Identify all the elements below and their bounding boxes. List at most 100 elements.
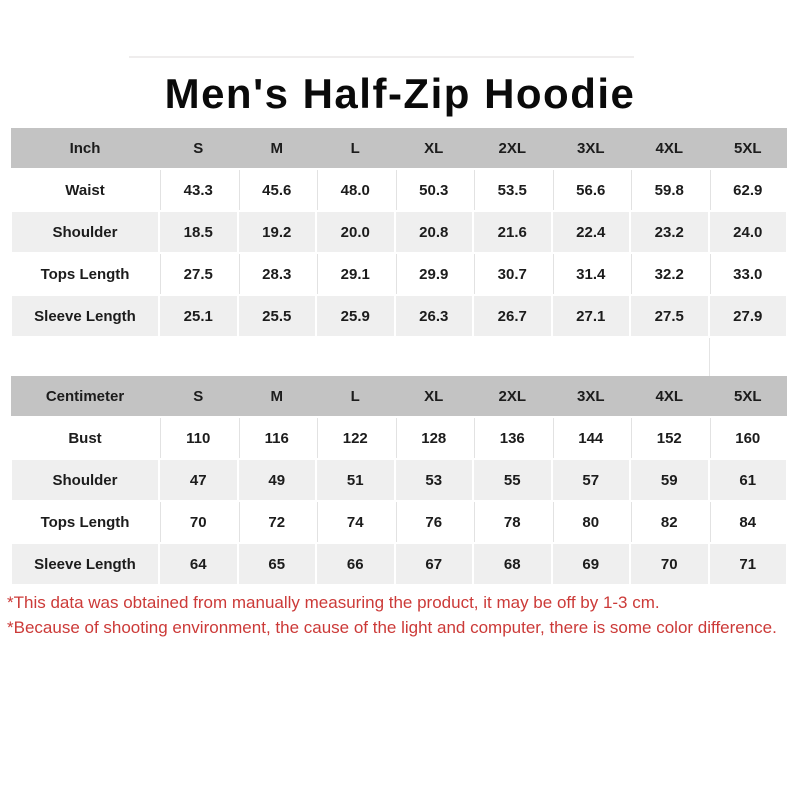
measurement-value-cell: 65 [236,542,317,586]
measurement-value-cell: 29.1 [315,252,396,296]
measurement-value-cell: 49 [236,458,317,502]
measurement-value-cell: 33.0 [707,252,788,296]
size-label-cell: M [237,128,316,169]
measurement-value-cell: 24.0 [707,210,788,254]
measurement-value-cell: 67 [393,542,474,586]
size-label-cell: 4XL [630,128,709,169]
measurement-value-cell: 80 [550,500,631,544]
measurement-row: Bust 110 116 122 128 136 144 152 160 [10,416,788,460]
measurement-label-cell: Bust [10,416,160,460]
table-spacer-row [11,337,787,376]
size-label-cell: S [159,376,238,417]
size-label-cell: XL [394,128,473,169]
measurement-label-cell: Sleeve Length [10,294,160,338]
size-label-cell: M [237,376,316,417]
measurement-value-cell: 84 [707,500,788,544]
size-label-cell: 5XL [708,376,787,417]
measurement-value-cell: 70 [629,542,710,586]
spacer-cell [237,337,316,376]
measurement-value-cell: 59 [629,458,710,502]
measurement-value-cell: 47 [158,458,239,502]
measurement-value-cell: 64 [158,542,239,586]
measurement-value-cell: 29.9 [393,252,474,296]
measurement-value-cell: 74 [315,500,396,544]
measurement-value-cell: 26.7 [472,294,553,338]
size-label-cell: L [316,376,395,417]
measurement-value-cell: 61 [707,458,788,502]
measurement-value-cell: 28.3 [236,252,317,296]
spacer-cell [394,337,473,376]
size-header-row: Inch S M L XL 2XL 3XL 4XL 5XL [11,128,787,169]
spacer-cell [316,337,395,376]
measurement-row: Sleeve Length 64 65 66 67 68 69 70 71 [10,542,788,586]
measurement-label-cell: Shoulder [10,210,160,254]
title-divider [129,56,634,58]
note-measurement-accuracy: *This data was obtained from manually me… [7,593,660,612]
size-label-cell: XL [394,376,473,417]
measurement-value-cell: 128 [393,416,474,460]
measurement-value-cell: 27.5 [629,294,710,338]
size-label-cell: 4XL [630,376,709,417]
measurement-value-cell: 160 [707,416,788,460]
size-label-cell: 5XL [708,128,787,169]
unit-label-cell: Centimeter [11,376,159,417]
size-header-row: Centimeter S M L XL 2XL 3XL 4XL 5XL [11,376,787,417]
measurement-value-cell: 20.8 [393,210,474,254]
measurement-value-cell: 59.8 [629,168,710,212]
measurement-value-cell: 20.0 [315,210,396,254]
measurement-value-cell: 110 [158,416,239,460]
size-label-cell: 3XL [551,376,630,417]
measurement-label-cell: Sleeve Length [10,542,160,586]
size-chart-table: Inch S M L XL 2XL 3XL 4XL 5XL Waist 43.3 45.6 48.0 50… [10,128,788,586]
measurement-value-cell: 76 [393,500,474,544]
measurement-row: Shoulder 47 49 51 53 55 57 59 61 [10,458,788,502]
measurement-value-cell: 18.5 [158,210,239,254]
measurement-value-cell: 62.9 [707,168,788,212]
measurement-value-cell: 144 [550,416,631,460]
measurement-value-cell: 19.2 [236,210,317,254]
measurement-value-cell: 50.3 [393,168,474,212]
note-color-difference: *Because of shooting environment, the ca… [7,618,777,637]
measurement-row: Sleeve Length 25.1 25.5 25.9 26.3 26.7 27.1 27.… [10,294,788,338]
measurement-value-cell: 57 [550,458,631,502]
measurement-value-cell: 45.6 [236,168,317,212]
measurement-value-cell: 72 [236,500,317,544]
measurement-value-cell: 69 [550,542,631,586]
page-title: Men's Half-Zip Hoodie [164,70,636,117]
measurement-row: Waist 43.3 45.6 48.0 50.3 53.5 56.6 59.8 62.9 [10,168,788,212]
measurement-value-cell: 27.9 [707,294,788,338]
spacer-cell [708,337,787,376]
measurement-value-cell: 27.1 [550,294,631,338]
measurement-value-cell: 25.1 [158,294,239,338]
measurement-value-cell: 26.3 [393,294,474,338]
spacer-cell [11,337,159,376]
measurement-value-cell: 53 [393,458,474,502]
measurement-value-cell: 78 [472,500,553,544]
measurement-value-cell: 48.0 [315,168,396,212]
measurement-value-cell: 30.7 [472,252,553,296]
measurement-value-cell: 56.6 [550,168,631,212]
measurement-row: Shoulder 18.5 19.2 20.0 20.8 21.6 22.4 23.2 24.0 [10,210,788,254]
size-chart-table-body: Inch S M L XL 2XL 3XL 4XL 5XL Waist 43.3 45.6 48.0 50… [10,128,788,586]
size-label-cell: 2XL [473,376,552,417]
measurement-row: Tops Length 27.5 28.3 29.1 29.9 30.7 31.4 32.2 3… [10,252,788,296]
measurement-value-cell: 25.9 [315,294,396,338]
size-label-cell: L [316,128,395,169]
measurement-value-cell: 53.5 [472,168,553,212]
size-label-cell: 2XL [473,128,552,169]
measurement-value-cell: 66 [315,542,396,586]
disclaimer-notes: *This data was obtained from manually me… [7,590,796,640]
measurement-value-cell: 31.4 [550,252,631,296]
measurement-value-cell: 70 [158,500,239,544]
measurement-value-cell: 23.2 [629,210,710,254]
spacer-cell [473,337,552,376]
measurement-value-cell: 116 [236,416,317,460]
measurement-value-cell: 136 [472,416,553,460]
spacer-cell [551,337,630,376]
measurement-value-cell: 152 [629,416,710,460]
measurement-value-cell: 27.5 [158,252,239,296]
unit-label-cell: Inch [11,128,159,169]
measurement-value-cell: 82 [629,500,710,544]
measurement-label-cell: Shoulder [10,458,160,502]
